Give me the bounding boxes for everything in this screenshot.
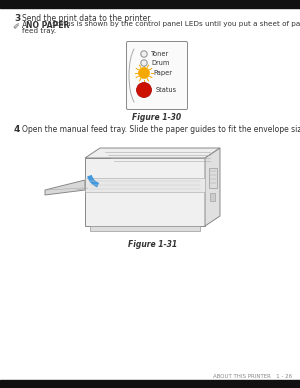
Text: NO PAPER: NO PAPER [26,21,70,30]
Polygon shape [85,148,220,158]
Text: Figure 1-31: Figure 1-31 [128,240,178,249]
Text: ABOUT THIS PRINTER   1 - 26: ABOUT THIS PRINTER 1 - 26 [213,374,292,379]
Text: Toner: Toner [151,51,169,57]
Text: status is shown by the control panel LEDs until you put a sheet of paper in the : status is shown by the control panel LED… [50,21,300,27]
Text: Drum: Drum [151,60,169,66]
Bar [0,0,300,8]
Polygon shape [205,148,220,226]
Circle shape [139,68,149,78]
Text: ✐: ✐ [12,22,19,31]
Circle shape [141,60,147,66]
Polygon shape [45,180,85,195]
Bar [209,168,217,188]
Bar [0,380,300,388]
Circle shape [141,51,147,57]
Bar [210,193,215,201]
Text: 3: 3 [14,14,20,23]
Text: 4: 4 [14,125,20,134]
Text: Status: Status [155,87,177,93]
Text: Open the manual feed tray. Slide the paper guides to fit the envelope size.: Open the manual feed tray. Slide the pap… [22,125,300,134]
Text: A: A [22,21,30,30]
Circle shape [136,83,152,97]
Text: feed tray.: feed tray. [22,28,56,34]
Bar [90,226,200,231]
FancyBboxPatch shape [127,42,188,109]
Bar [85,178,205,192]
Text: Send the print data to the printer.: Send the print data to the printer. [22,14,152,23]
Text: Figure 1-30: Figure 1-30 [132,113,182,122]
Text: Paper: Paper [154,70,172,76]
Polygon shape [85,158,205,226]
